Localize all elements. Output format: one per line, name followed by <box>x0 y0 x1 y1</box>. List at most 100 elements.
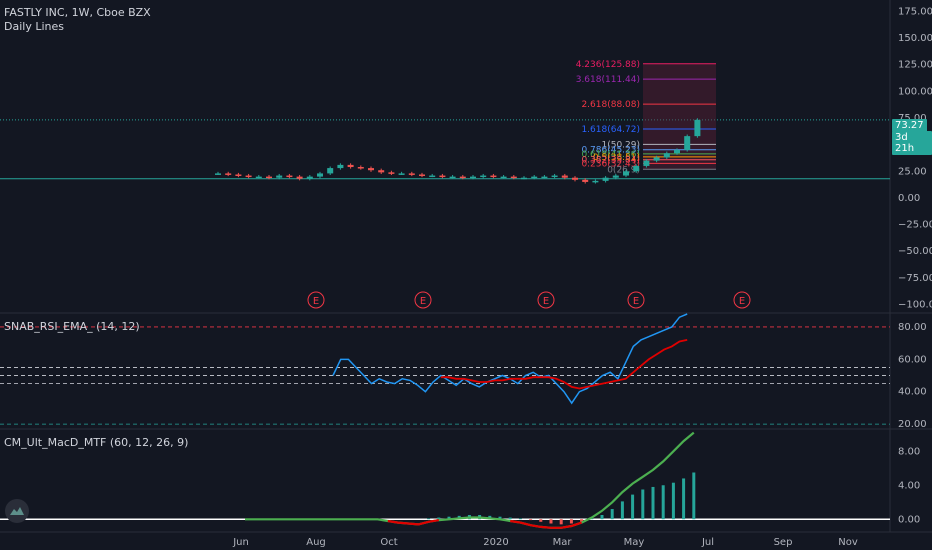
earnings-marker <box>537 291 555 309</box>
candle-body <box>398 173 405 175</box>
price-axis-tick-label: −100.00 <box>898 299 932 310</box>
study-title: Daily Lines <box>4 20 64 33</box>
candle-body <box>337 164 344 169</box>
rsi-axis-tick-label: 40.00 <box>898 387 927 398</box>
price-axis-tick-label: −50.00 <box>898 246 932 257</box>
time-axis-tick-label: Aug <box>306 537 326 548</box>
candle-body <box>470 176 476 179</box>
fib-level-label: 0.5(38.51) <box>593 153 640 163</box>
candle-body <box>623 171 629 176</box>
macd-histogram-bar <box>610 509 614 520</box>
logo-icon[interactable] <box>5 499 29 523</box>
time-axis-tick-label: May <box>624 537 645 548</box>
macd-histogram-bar <box>447 516 451 520</box>
candle-body <box>317 173 323 177</box>
candle-body <box>255 176 262 179</box>
macd-negative-line <box>387 519 582 529</box>
macd-histogram-bar <box>508 517 512 520</box>
rsi-axis-tick-label: 80.00 <box>898 322 927 333</box>
price-axis-tick-label: −75.00 <box>898 273 932 284</box>
price-axis-tick-label: 75.00 <box>898 113 927 124</box>
candle-body <box>306 176 313 179</box>
candle-body <box>439 175 446 178</box>
candle-body <box>490 175 497 178</box>
macd-histogram-bar <box>671 482 675 520</box>
macd-axis-tick-label: 4.00 <box>898 480 920 491</box>
candle-body <box>653 157 660 161</box>
rsi-pane-title: SNAB_RSI_EMA_ (14, 12) <box>4 320 140 333</box>
candle-body <box>480 175 487 178</box>
last-price-tag: 73.27 <box>892 119 927 132</box>
price-axis-tick-label: 150.00 <box>898 33 932 44</box>
fib-level-label: 0.618(41.36) <box>581 150 640 160</box>
earnings-marker <box>307 291 325 309</box>
rsi-line <box>332 313 688 405</box>
candle-body <box>582 179 589 182</box>
candle-body <box>357 167 364 169</box>
candle-body <box>368 168 374 171</box>
candle-body <box>408 173 415 175</box>
candle-body <box>347 164 354 168</box>
price-axis-tick-label: −25.00 <box>898 220 932 231</box>
price-axis-tick-label: 25.00 <box>898 166 927 177</box>
candle-body <box>551 175 558 178</box>
candle-body <box>674 149 680 154</box>
candle-body <box>266 176 272 179</box>
candle-body <box>521 177 527 180</box>
fib-level-label: 4.236(125.88) <box>576 60 640 70</box>
macd-histogram-bar <box>620 501 624 520</box>
time-axis-tick-label: 2020 <box>483 537 508 548</box>
candle-body <box>592 180 599 183</box>
macd-histogram-bar <box>590 518 594 520</box>
price-axis-tick-label: 175.00 <box>898 6 932 17</box>
fib-level-label: 0.382(35.84) <box>581 156 640 166</box>
candle-body <box>245 175 252 178</box>
candle-body <box>602 177 609 181</box>
candle-body <box>684 136 691 150</box>
macd-pane-title: CM_Ult_MacD_MTF (60, 12, 26, 9) <box>4 436 189 449</box>
rsi-axis-tick-label: 60.00 <box>898 354 927 365</box>
candle-body <box>276 175 283 178</box>
macd-histogram-bar <box>661 485 665 520</box>
time-axis-tick-label: Sep <box>774 537 793 548</box>
price-axis-tick-label: 125.00 <box>898 60 932 71</box>
earnings-marker-label: E <box>633 296 639 307</box>
macd-histogram-bar <box>692 472 696 520</box>
rsi-ema-line <box>440 339 688 390</box>
candle-body <box>296 176 303 179</box>
macd-histogram-bar <box>518 518 522 520</box>
macd-histogram-bar <box>641 489 645 520</box>
candle-body <box>449 176 456 179</box>
price-axis-tick-label: 0.00 <box>898 193 920 204</box>
time-axis-tick-label: Jun <box>232 537 249 548</box>
candle-body <box>378 170 385 173</box>
candle-body <box>215 173 221 175</box>
macd-histogram-bar <box>631 494 635 520</box>
macd-histogram-bar <box>427 518 431 520</box>
earnings-marker <box>627 291 645 309</box>
chart-logo-glyph <box>10 507 24 515</box>
candle-body <box>327 168 334 174</box>
macd-histogram-bar <box>569 519 573 524</box>
candle-body <box>643 160 650 166</box>
macd-histogram-bar <box>600 515 604 520</box>
candle-body <box>388 172 395 174</box>
candle-body <box>235 174 242 176</box>
symbol-title: FASTLY INC, 1W, Cboe BZX <box>4 6 151 19</box>
candle-body <box>633 165 640 172</box>
candle-body <box>531 176 538 179</box>
candle-body <box>572 177 578 180</box>
fib-level-label: 0(26.9) <box>607 165 640 175</box>
candle-body <box>561 175 568 178</box>
earnings-marker-label: E <box>420 296 426 307</box>
macd-axis-tick-label: 0.00 <box>898 514 920 525</box>
macd-histogram-bar <box>498 516 502 520</box>
price-axis-tick-label: 100.00 <box>898 86 932 97</box>
candle-body <box>459 176 466 179</box>
fib-level-label: 1(50.29) <box>601 140 640 150</box>
fib-level-label: 0.236(32.43) <box>581 159 640 169</box>
countdown-tag: 3d 21h <box>892 131 932 155</box>
fib-level-label: 1.618(64.72) <box>581 125 640 135</box>
macd-histogram-bar <box>651 486 655 520</box>
